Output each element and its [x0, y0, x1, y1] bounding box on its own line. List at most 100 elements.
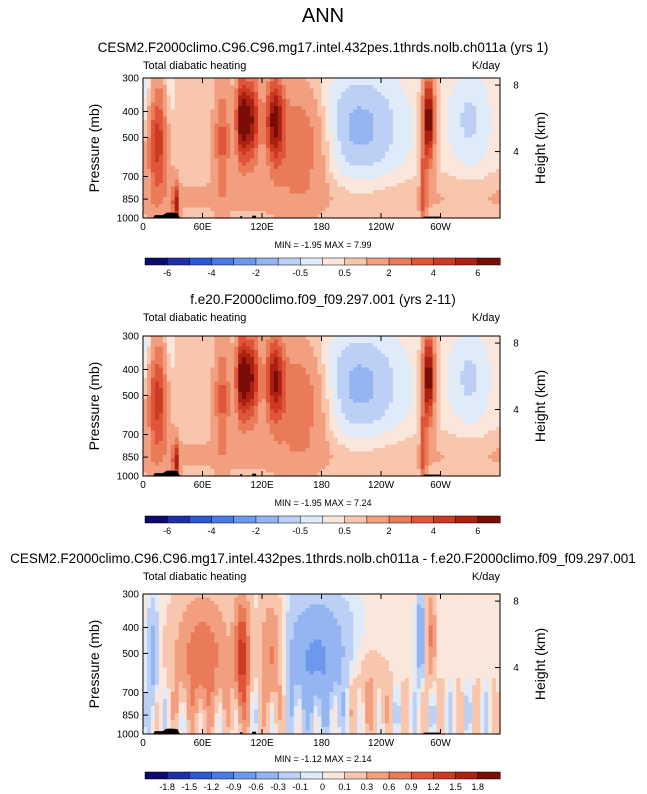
heatmap-cell	[384, 346, 390, 351]
heatmap-cell	[246, 130, 251, 135]
heatmap-cell	[373, 371, 378, 376]
heatmap-cell	[186, 165, 192, 170]
heatmap-cell	[388, 151, 394, 156]
heatmap-cell	[460, 78, 465, 83]
heatmap-cell	[428, 85, 434, 90]
heatmap-cell	[246, 385, 251, 390]
heatmap-cell	[321, 148, 327, 153]
heatmap-cell	[476, 353, 481, 358]
heatmap-cell	[420, 141, 426, 146]
heatmap-cell	[143, 158, 148, 163]
heatmap-cell	[218, 109, 223, 114]
heatmap-cell	[178, 179, 184, 184]
heatmap-cell	[325, 88, 331, 93]
heatmap-cell	[412, 81, 418, 86]
heatmap-cell	[214, 99, 219, 104]
heatmap-cell	[460, 141, 465, 146]
heatmap-cell	[206, 367, 212, 372]
heatmap-cell	[301, 190, 307, 195]
heatmap-cell	[468, 162, 473, 167]
heatmap-cell	[234, 95, 239, 100]
heatmap-cell	[492, 183, 497, 188]
heatmap-cell	[269, 95, 275, 100]
heatmap-cell	[250, 95, 255, 100]
heatmap-cell	[301, 148, 307, 153]
heatmap-cell	[369, 193, 374, 198]
heatmap-cell	[381, 148, 386, 153]
heatmap-cell	[464, 148, 469, 153]
heatmap-cell	[432, 123, 438, 128]
heatmap-cell	[277, 186, 283, 191]
heatmap-cell	[198, 190, 204, 195]
heatmap-cell	[143, 360, 148, 365]
heatmap-cell	[492, 81, 497, 86]
heatmap-cell	[158, 102, 164, 107]
heatmap-cell	[416, 109, 422, 114]
heatmap-cell	[333, 378, 338, 383]
heatmap-cell	[250, 88, 255, 93]
heatmap-cell	[452, 113, 457, 118]
heatmap-cell	[146, 151, 152, 156]
heatmap-cell	[369, 381, 374, 386]
heatmap-cell	[269, 176, 275, 181]
heatmap-cell	[305, 148, 311, 153]
heatmap-cell	[428, 123, 434, 128]
heatmap-cell	[214, 381, 219, 386]
heatmap-cell	[357, 148, 362, 153]
heatmap-cell	[404, 374, 410, 379]
heatmap-cell	[301, 169, 307, 174]
heatmap-cell	[432, 106, 438, 111]
heatmap-cell	[265, 158, 271, 163]
heatmap-cell	[182, 88, 188, 93]
heatmap-cell	[444, 162, 450, 167]
heatmap-cell	[464, 346, 469, 351]
heatmap-cell	[242, 367, 247, 372]
heatmap-cell	[496, 374, 501, 379]
heatmap-cell	[305, 95, 311, 100]
heatmap-cell	[154, 343, 160, 348]
heatmap-cell	[416, 113, 422, 118]
heatmap-cell	[428, 343, 434, 348]
heatmap-cell	[238, 120, 243, 125]
heatmap-cell	[464, 214, 469, 219]
heatmap-cell	[234, 360, 239, 365]
heatmap-cell	[166, 371, 172, 376]
heatmap-cell	[480, 106, 485, 111]
heatmap-cell	[269, 385, 275, 390]
heatmap-cell	[305, 357, 311, 362]
heatmap-cell	[448, 197, 453, 202]
heatmap-cell	[293, 148, 299, 153]
heatmap-cell	[420, 127, 426, 132]
heatmap-cell	[472, 193, 477, 198]
heatmap-cell	[333, 339, 338, 344]
heatmap-cell	[146, 350, 152, 355]
heatmap-cell	[496, 336, 501, 341]
heatmap-cell	[424, 85, 430, 90]
heatmap-cell	[190, 339, 196, 344]
heatmap-cell	[265, 378, 271, 383]
heatmap-cell	[329, 102, 334, 107]
heatmap-cell	[182, 151, 188, 156]
heatmap-cell	[293, 207, 299, 212]
heatmap-cell	[361, 343, 366, 348]
heatmap-cell	[289, 200, 295, 205]
heatmap-cell	[206, 179, 212, 184]
heatmap-cell	[194, 99, 200, 104]
heatmap-cell	[262, 99, 267, 104]
heatmap-cell	[400, 95, 406, 100]
heatmap-cell	[420, 336, 426, 341]
heatmap-cell	[440, 134, 446, 139]
heatmap-cell	[226, 190, 231, 195]
heatmap-cell	[289, 155, 295, 160]
heatmap-cell	[289, 343, 295, 348]
heatmap-cell	[258, 343, 263, 348]
heatmap-cell	[265, 179, 271, 184]
heatmap-cell	[381, 378, 386, 383]
heatmap-cell	[373, 148, 378, 153]
heatmap-cell	[190, 88, 196, 93]
heatmap-cell	[289, 106, 295, 111]
heatmap-cell	[329, 339, 334, 344]
heatmap-cell	[246, 127, 251, 132]
heatmap-cell	[238, 200, 243, 205]
heatmap-cell	[373, 123, 378, 128]
